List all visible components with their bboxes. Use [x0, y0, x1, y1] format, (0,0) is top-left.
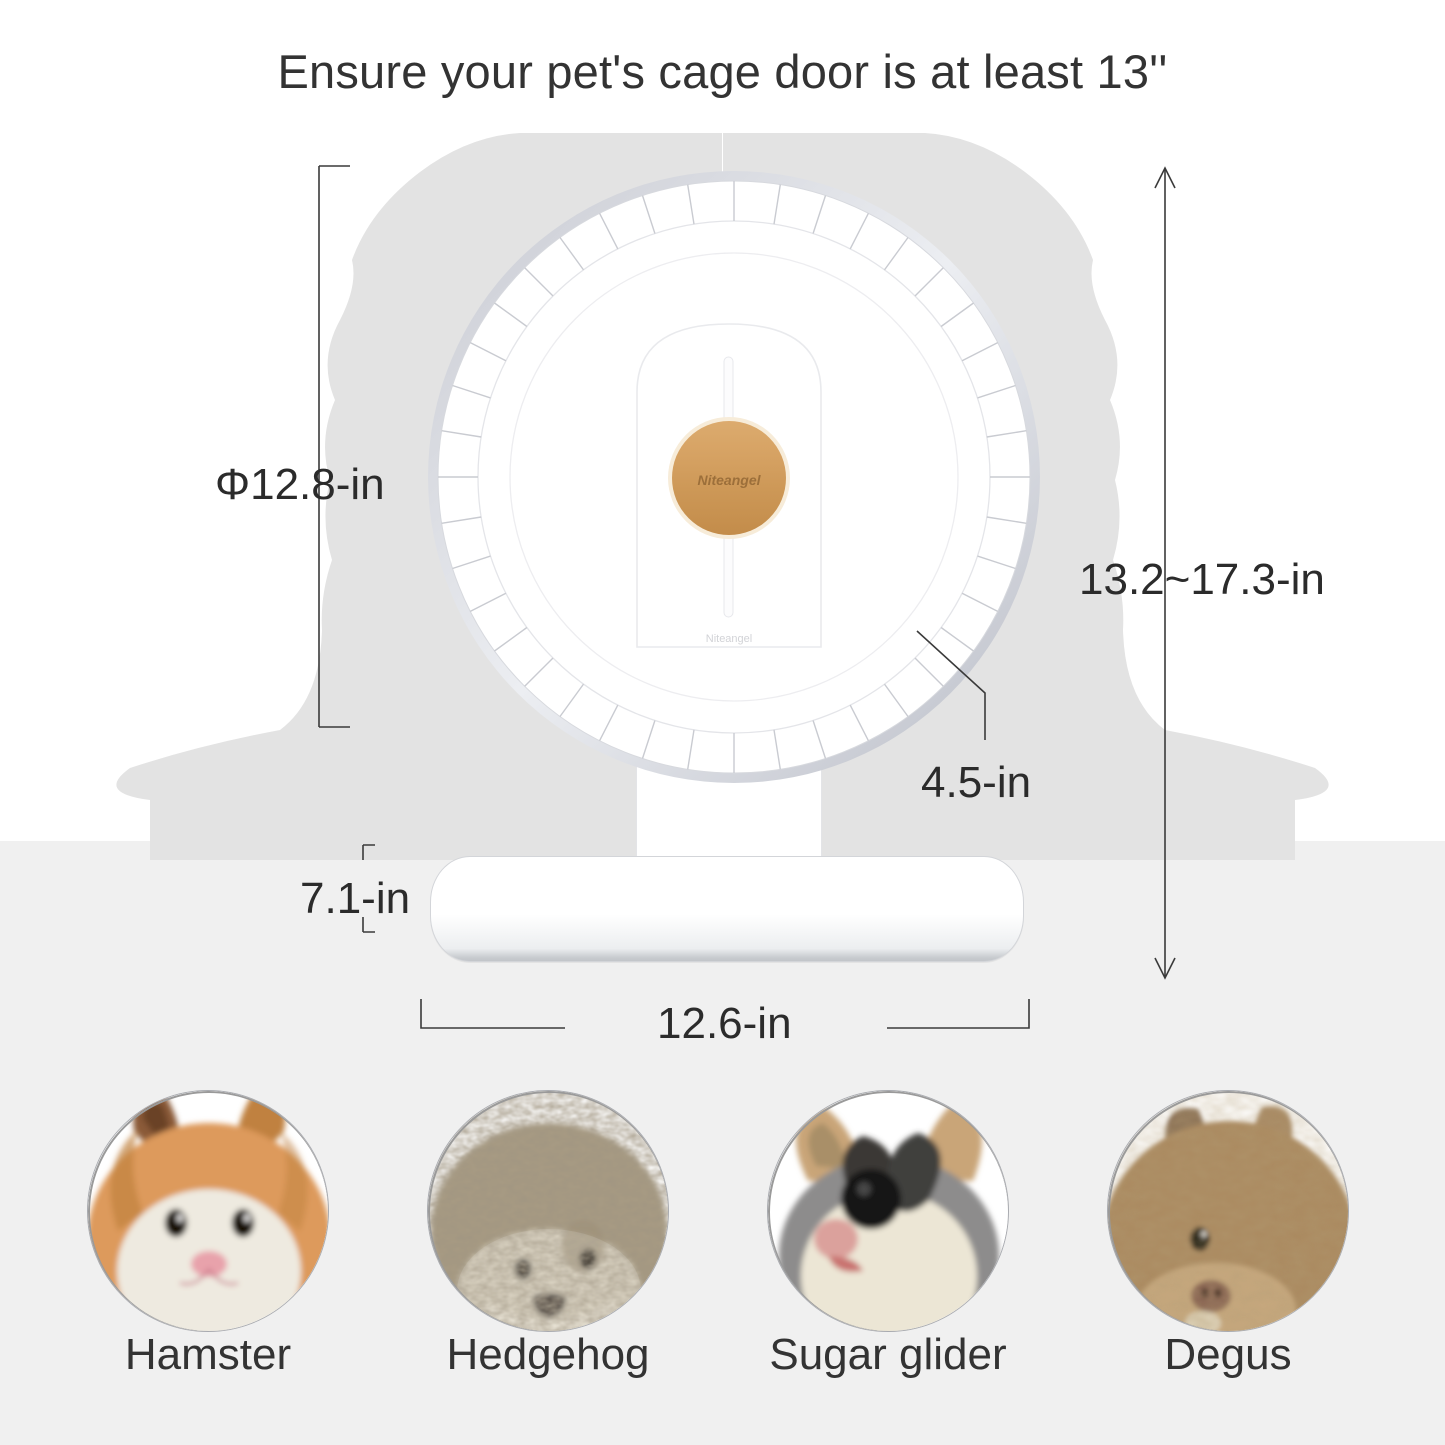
svg-text:Niteangel: Niteangel [706, 633, 752, 645]
svg-text:Niteangel: Niteangel [697, 472, 761, 488]
